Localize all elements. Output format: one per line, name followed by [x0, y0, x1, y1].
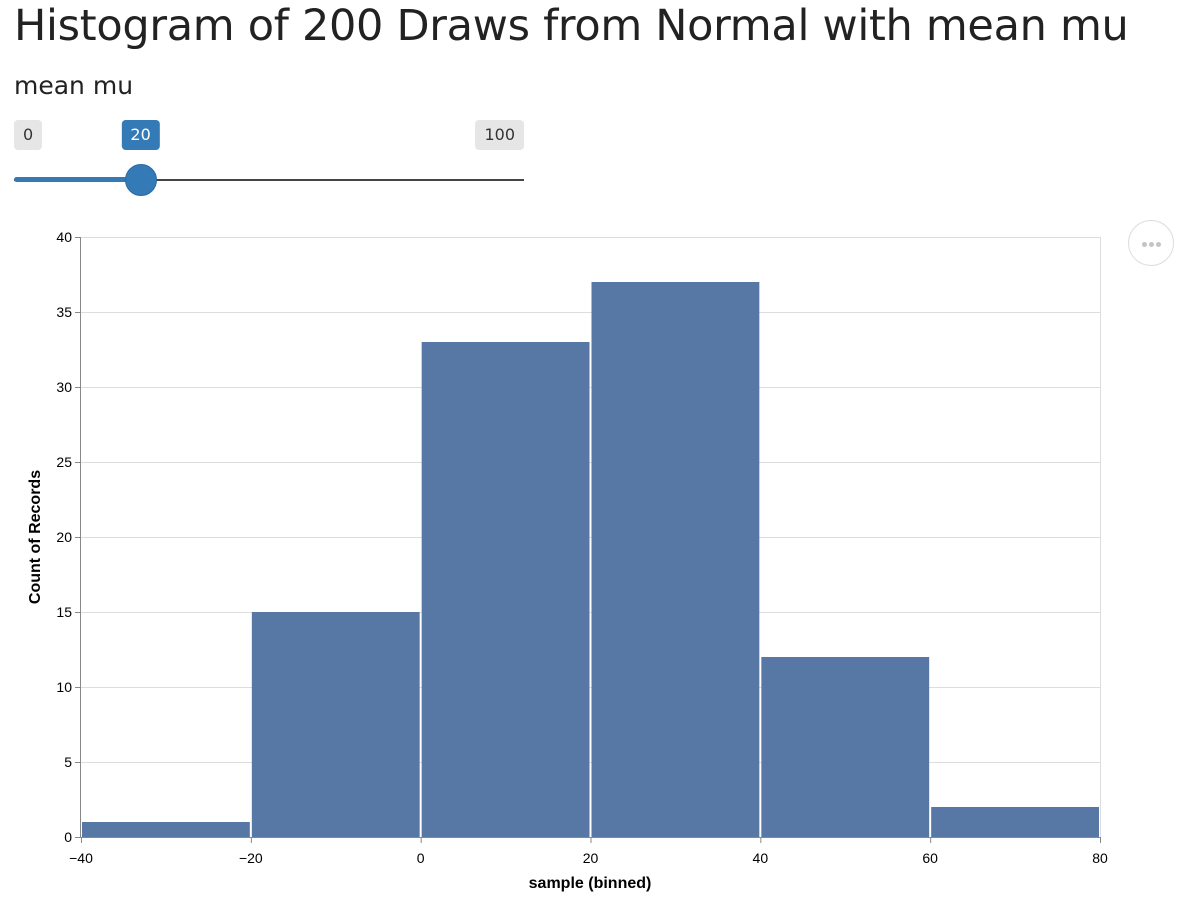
x-tick-label: 40	[753, 850, 769, 866]
x-tick-label: 0	[417, 850, 425, 866]
y-tick-label: 0	[64, 829, 72, 845]
chart-axes: 0 5 10 15 20 25 30 35 40 −40 −20 0 20 40 60 80	[56, 229, 1108, 866]
x-tick-label: −20	[239, 850, 263, 866]
chart-actions-button[interactable]	[1128, 220, 1174, 266]
ellipsis-icon-dot	[1156, 242, 1161, 247]
slider-thumb[interactable]	[124, 164, 157, 196]
histogram-bar	[421, 342, 590, 837]
histogram-bar	[931, 807, 1099, 837]
slider-track[interactable]	[14, 179, 524, 181]
slider-track-fill	[14, 177, 141, 182]
y-tick-label: 35	[56, 304, 72, 320]
y-tick-label: 25	[56, 454, 72, 470]
histogram-bar	[761, 657, 930, 837]
x-axis-title: sample (binned)	[529, 875, 652, 892]
y-axis-title: Count of Records	[27, 470, 44, 604]
page-title: Histogram of 200 Draws from Normal with …	[14, 1, 1129, 51]
ellipsis-icon	[1142, 242, 1147, 247]
x-tick-label: 20	[583, 850, 599, 866]
slider-value-label: 20	[121, 120, 160, 150]
y-tick-label: 10	[56, 679, 72, 695]
slider-min-label: 0	[14, 120, 43, 150]
x-tick-label: 60	[922, 850, 938, 866]
histogram-bar	[591, 282, 760, 837]
y-tick-label: 20	[56, 529, 72, 545]
x-tick-label: 80	[1092, 850, 1108, 866]
y-tick-label: 5	[64, 754, 72, 770]
histogram-bar	[251, 612, 420, 837]
slider-label: mean mu	[14, 71, 134, 100]
histogram-bar	[82, 822, 250, 837]
y-tick-label: 15	[56, 604, 72, 620]
slider-max-label: 100	[475, 120, 524, 150]
x-tick-label: −40	[69, 850, 93, 866]
mean-slider[interactable]: 0 100 20	[14, 118, 524, 198]
grid-lines	[81, 237, 1101, 837]
y-tick-label: 30	[56, 379, 72, 395]
histogram-bars	[82, 282, 1099, 837]
y-tick-label: 40	[56, 229, 72, 245]
ellipsis-icon-dot	[1149, 242, 1154, 247]
